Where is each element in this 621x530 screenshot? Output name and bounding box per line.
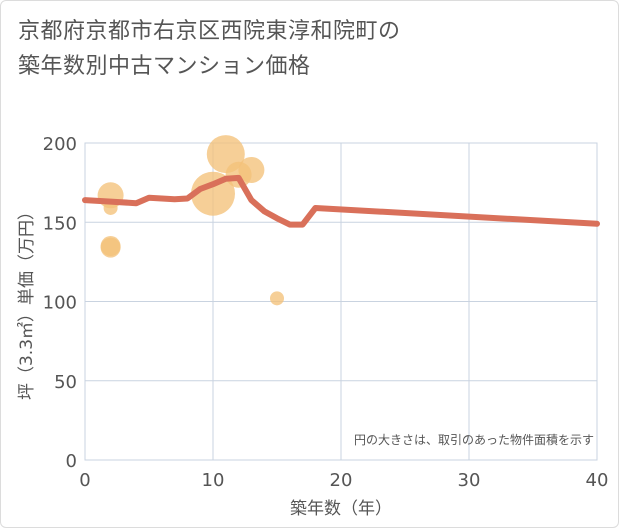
x-tick-label: 20 — [330, 470, 353, 491]
chart-title-line2: 築年数別中古マンション価格 — [18, 54, 311, 79]
x-tick-label: 10 — [202, 470, 225, 491]
series-line — [82, 174, 600, 228]
chart-annotation: 円の大きさは、取引のあった物件面積を示す — [354, 432, 594, 447]
y-tick-label: 150 — [43, 213, 77, 234]
y-tick-label: 0 — [66, 451, 77, 472]
y-tick-label: 100 — [43, 293, 77, 314]
y-tick-label: 200 — [43, 134, 77, 155]
data-bubble — [270, 291, 284, 306]
y-tick-label: 50 — [54, 372, 77, 393]
data-bubble — [238, 156, 265, 183]
x-tick-label: 40 — [586, 470, 609, 491]
y-axis-label: 坪（3.3㎡）単価（万円） — [17, 203, 37, 400]
x-tick-label: 0 — [79, 470, 90, 491]
chart-title-line1: 京都府京都市右京区西院東淳和院町の — [18, 19, 401, 44]
chart-title: 京都府京都市右京区西院東淳和院町の 築年数別中古マンション価格 — [18, 14, 578, 84]
x-tick-label: 30 — [458, 470, 481, 491]
data-bubble — [100, 237, 121, 258]
x-axis-label: 築年数（年） — [290, 499, 392, 519]
